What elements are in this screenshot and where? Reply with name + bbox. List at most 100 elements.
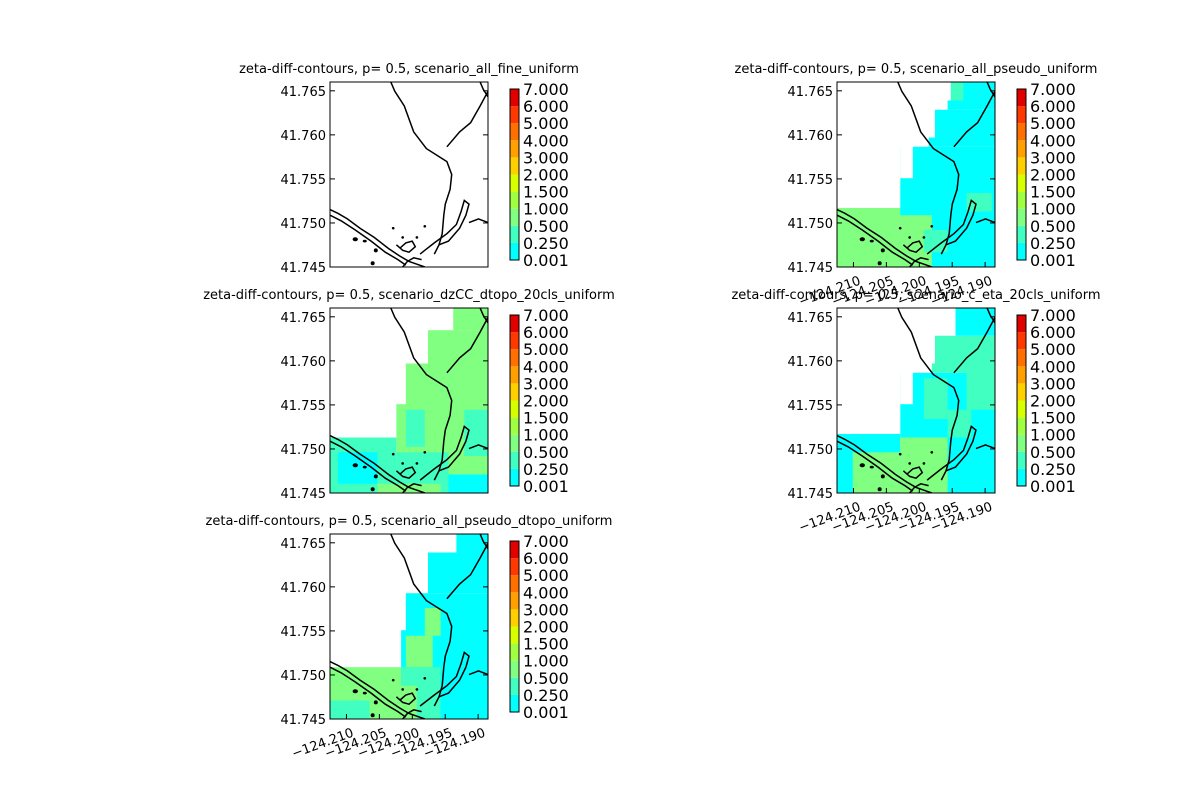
zeta-cell <box>950 82 964 101</box>
zeta-cell <box>837 207 901 267</box>
colorbar-segment <box>1017 242 1026 260</box>
colorbar-tick-label: 4.000 <box>523 583 569 602</box>
zeta-field <box>330 534 488 719</box>
colorbar-segment <box>510 208 519 226</box>
colorbar-tick-label: 1.000 <box>1030 200 1076 219</box>
island <box>391 678 395 682</box>
colorbar-segment <box>510 140 519 158</box>
zeta-cell <box>900 437 948 493</box>
shoreline <box>446 90 488 148</box>
colorbar-tick-label: 1.000 <box>523 652 569 671</box>
island <box>898 226 902 230</box>
colorbar: 0.0010.2500.5001.0001.5002.0003.0004.000… <box>509 80 569 270</box>
colorbar-tick-label: 4.000 <box>1030 357 1076 376</box>
island <box>922 462 926 465</box>
land-area <box>393 363 406 405</box>
colorbar-frame <box>509 314 520 487</box>
zeta-cell <box>947 409 972 438</box>
colorbar-segment <box>510 191 519 209</box>
colorbar-segment <box>510 417 519 435</box>
shoreline <box>446 316 488 374</box>
plot-area <box>329 307 489 494</box>
y-tick-label: 41.760 <box>281 581 327 596</box>
shoreline <box>953 316 995 374</box>
colorbar-segment <box>1017 225 1026 243</box>
shoreline <box>419 651 470 707</box>
shoreline <box>837 208 933 267</box>
y-tick-label: 41.750 <box>788 443 834 458</box>
island <box>370 713 375 718</box>
colorbar-tick-label: 5.000 <box>1030 114 1076 133</box>
island <box>908 462 912 465</box>
zeta-cell <box>900 183 929 221</box>
shoreline <box>986 308 995 324</box>
shoreline <box>479 82 488 98</box>
colorbar-frame <box>1016 314 1027 487</box>
zeta-cell <box>966 193 992 212</box>
plot-frame <box>329 81 489 268</box>
colorbar-tick-label: 0.500 <box>523 443 569 462</box>
island <box>877 487 882 492</box>
shoreline <box>909 257 929 267</box>
y-tick-label: 41.745 <box>788 487 834 502</box>
plot-area <box>329 533 489 720</box>
land-area <box>427 534 444 553</box>
y-tick-label: 41.760 <box>281 129 327 144</box>
colorbar-segment <box>1017 349 1026 367</box>
plot-frame <box>836 81 996 268</box>
y-tick-label: 41.750 <box>281 217 327 232</box>
land-area <box>934 308 951 327</box>
y-tick-label: 41.765 <box>281 311 327 326</box>
land-area <box>900 82 935 138</box>
island <box>391 226 395 230</box>
plot-frame <box>329 307 489 494</box>
colorbar-tick-label: 1.500 <box>523 409 569 428</box>
land-area <box>393 534 428 590</box>
island <box>370 261 375 266</box>
land-area <box>330 534 394 660</box>
colorbar-segment <box>510 349 519 367</box>
zeta-cell <box>453 308 488 331</box>
colorbar: 0.0010.2500.5001.0001.5002.0003.0004.000… <box>1016 306 1076 496</box>
colorbar-tick-label: 2.000 <box>523 166 569 185</box>
colorbar-segment <box>510 332 519 350</box>
colorbar-tick-label: 6.000 <box>523 549 569 568</box>
land-area <box>330 308 394 434</box>
chart-title: zeta-diff-contours, p= 0.5, scenario_all… <box>735 62 1098 77</box>
island <box>869 239 874 243</box>
colorbar-tick-label: 0.001 <box>1030 251 1076 270</box>
colorbar-segment <box>510 242 519 260</box>
y-tick-label: 41.745 <box>281 487 327 502</box>
zeta-cell <box>966 363 995 410</box>
zeta-cell <box>923 230 948 253</box>
chart-panel-1: zeta-diff-contours, p= 0.5, scenario_all… <box>239 62 579 276</box>
shoreline <box>390 82 453 255</box>
colorbar-tick-label: 6.000 <box>523 323 569 342</box>
island <box>391 452 395 456</box>
zeta-cell <box>330 700 370 719</box>
colorbar-tick-label: 3.000 <box>1030 148 1076 167</box>
land-area <box>837 308 901 434</box>
land-area <box>837 82 901 208</box>
colorbar-tick-label: 2.000 <box>1030 166 1076 185</box>
colorbar-segment <box>1017 434 1026 452</box>
colorbar-tick-label: 0.001 <box>1030 477 1076 496</box>
colorbar-segment <box>1017 106 1026 124</box>
shoreline <box>909 483 929 493</box>
colorbar-segment <box>1017 417 1026 435</box>
colorbar-segment <box>1017 191 1026 209</box>
colorbar-tick-label: 0.001 <box>523 477 569 496</box>
island <box>423 224 427 228</box>
zeta-field <box>330 308 488 493</box>
island <box>423 450 427 454</box>
y-tick-label: 41.765 <box>281 537 327 552</box>
colorbar-segment <box>1017 157 1026 175</box>
shoreline <box>330 434 426 493</box>
island <box>352 237 358 242</box>
y-tick-label: 41.755 <box>281 399 327 414</box>
colorbar-segment <box>510 106 519 124</box>
shoreline <box>390 534 453 707</box>
chart-title: zeta-diff-contours, p= 0.5, scenario_all… <box>206 514 613 529</box>
colorbar-tick-label: 1.000 <box>523 200 569 219</box>
x-tick-label: −124.190 <box>422 726 488 762</box>
